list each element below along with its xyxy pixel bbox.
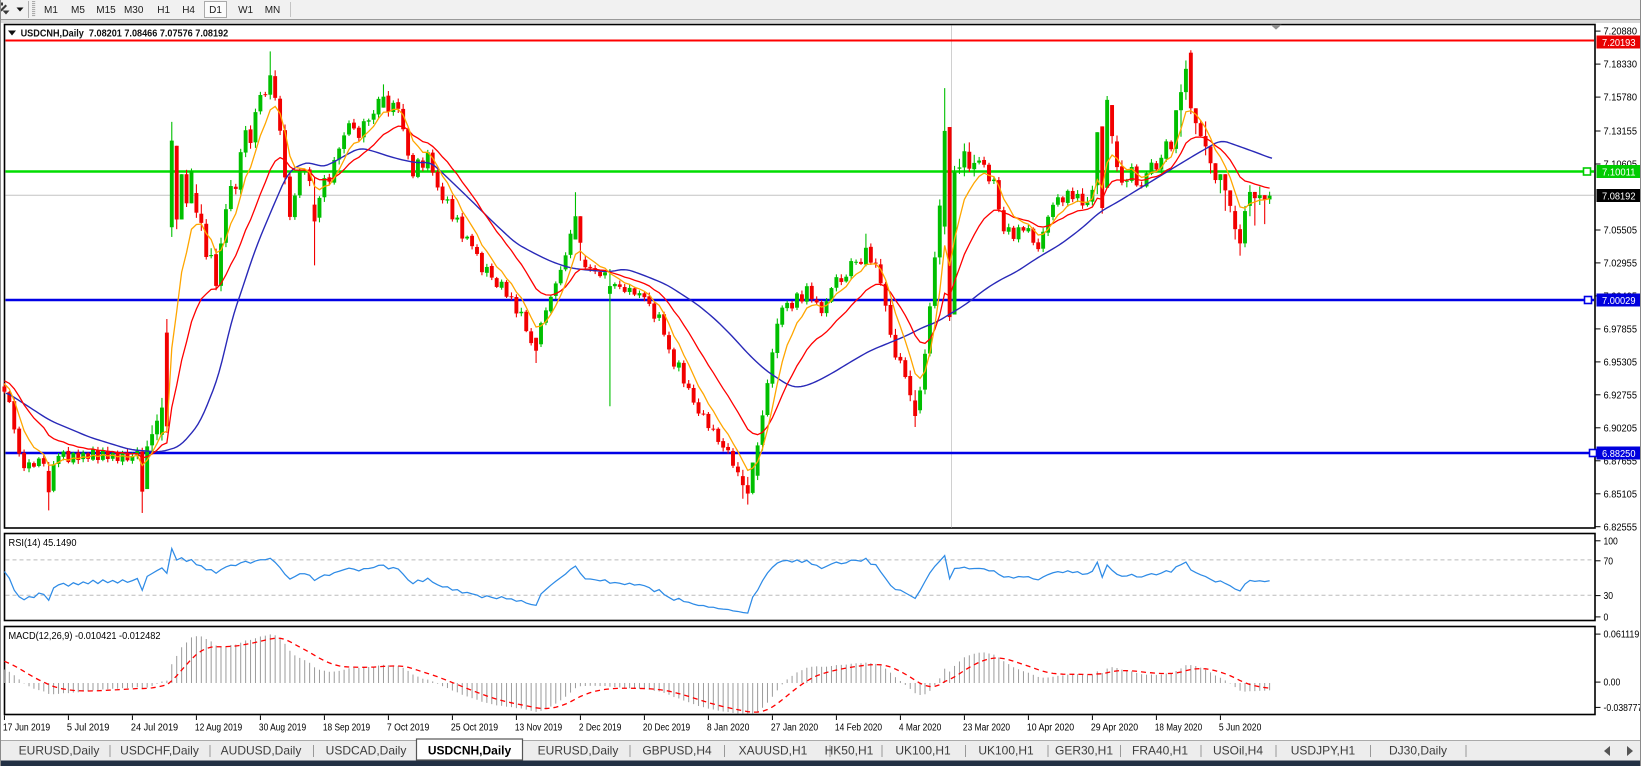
svg-text:7.13155: 7.13155 <box>1604 127 1638 138</box>
svg-text:6.95305: 6.95305 <box>1604 358 1638 369</box>
svg-text:USDCNH,Daily: USDCNH,Daily <box>428 744 512 758</box>
svg-text:7.15780: 7.15780 <box>1604 93 1638 104</box>
svg-text:4 Mar 2020: 4 Mar 2020 <box>899 723 942 734</box>
svg-text:XAUUSD,H1: XAUUSD,H1 <box>739 744 808 758</box>
svg-text:EURUSD,Daily: EURUSD,Daily <box>19 744 100 758</box>
svg-text:6.90205: 6.90205 <box>1604 423 1638 434</box>
svg-text:6.82555: 6.82555 <box>1604 522 1638 533</box>
svg-text:0.061119: 0.061119 <box>1604 630 1640 641</box>
svg-text:7.02955: 7.02955 <box>1604 259 1638 270</box>
svg-text:7.18330: 7.18330 <box>1604 60 1638 71</box>
svg-text:8 Jan 2020: 8 Jan 2020 <box>707 723 750 734</box>
svg-text:FRA40,H1: FRA40,H1 <box>1132 744 1188 758</box>
svg-text:14 Feb 2020: 14 Feb 2020 <box>835 723 883 734</box>
svg-text:MACD(12,26,9) -0.010421 -0.012: MACD(12,26,9) -0.010421 -0.012482 <box>9 631 161 642</box>
svg-text:30: 30 <box>1604 591 1614 602</box>
svg-text:USDCHF,Daily: USDCHF,Daily <box>120 744 199 758</box>
svg-text:100: 100 <box>1604 536 1619 547</box>
svg-text:23 Mar 2020: 23 Mar 2020 <box>963 723 1011 734</box>
svg-text:17 Jun 2019: 17 Jun 2019 <box>3 723 50 734</box>
svg-text:7.20880: 7.20880 <box>1604 27 1638 38</box>
svg-text:0: 0 <box>1604 613 1609 624</box>
svg-text:30 Aug 2019: 30 Aug 2019 <box>259 723 306 734</box>
svg-text:7.05505: 7.05505 <box>1604 226 1638 237</box>
svg-text:USDJPY,H1: USDJPY,H1 <box>1291 744 1356 758</box>
svg-text:7.00029: 7.00029 <box>1602 296 1636 307</box>
svg-text:HK50,H1: HK50,H1 <box>825 744 874 758</box>
svg-text:MN: MN <box>265 5 281 16</box>
svg-text:6.87655: 6.87655 <box>1604 456 1638 467</box>
svg-text:70: 70 <box>1604 556 1614 567</box>
svg-text:29 Apr 2020: 29 Apr 2020 <box>1091 723 1139 734</box>
svg-text:UK100,H1: UK100,H1 <box>978 744 1034 758</box>
svg-text:13 Nov 2019: 13 Nov 2019 <box>515 723 562 734</box>
svg-text:USDCNH,Daily 7.08201 7.08466: USDCNH,Daily 7.08201 7.08466 7.07576 7.0… <box>21 28 229 39</box>
svg-text:-0.038777: -0.038777 <box>1604 703 1641 714</box>
svg-text:AUDUSD,Daily: AUDUSD,Daily <box>221 744 302 758</box>
svg-text:H1: H1 <box>157 5 170 16</box>
svg-text:0.00: 0.00 <box>1604 678 1621 689</box>
svg-text:GER30,H1: GER30,H1 <box>1055 744 1113 758</box>
svg-text:18 May 2020: 18 May 2020 <box>1155 723 1203 734</box>
svg-text:27 Jan 2020: 27 Jan 2020 <box>771 723 819 734</box>
svg-text:12 Aug 2019: 12 Aug 2019 <box>195 723 242 734</box>
svg-text:2 Dec 2019: 2 Dec 2019 <box>579 723 621 734</box>
svg-text:H4: H4 <box>182 5 195 16</box>
svg-text:GBPUSD,H4: GBPUSD,H4 <box>642 744 712 758</box>
svg-text:6.92755: 6.92755 <box>1604 390 1638 401</box>
svg-text:18 Sep 2019: 18 Sep 2019 <box>323 723 370 734</box>
svg-text:EURUSD,Daily: EURUSD,Daily <box>538 744 619 758</box>
svg-text:5 Jul 2019: 5 Jul 2019 <box>67 723 109 734</box>
svg-text:7.20193: 7.20193 <box>1602 38 1636 49</box>
svg-text:5 Jun 2020: 5 Jun 2020 <box>1219 723 1262 734</box>
svg-text:6.85105: 6.85105 <box>1604 489 1638 500</box>
svg-text:M15: M15 <box>96 5 116 16</box>
svg-text:DJ30,Daily: DJ30,Daily <box>1389 744 1447 758</box>
svg-text:20 Dec 2019: 20 Dec 2019 <box>643 723 690 734</box>
svg-text:7 Oct 2019: 7 Oct 2019 <box>387 723 429 734</box>
svg-text:UK100,H1: UK100,H1 <box>895 744 951 758</box>
svg-text:USOil,H4: USOil,H4 <box>1213 744 1263 758</box>
svg-text:M5: M5 <box>71 5 85 16</box>
svg-text:6.97855: 6.97855 <box>1604 325 1638 336</box>
svg-text:RSI(14) 45.1490: RSI(14) 45.1490 <box>9 538 77 549</box>
svg-text:M1: M1 <box>44 5 58 16</box>
svg-text:W1: W1 <box>238 5 253 16</box>
svg-text:7.08192: 7.08192 <box>1602 191 1636 202</box>
svg-text:10 Apr 2020: 10 Apr 2020 <box>1027 723 1075 734</box>
svg-text:24 Jul 2019: 24 Jul 2019 <box>131 723 178 734</box>
svg-text:D1: D1 <box>209 5 222 16</box>
svg-text:USDCAD,Daily: USDCAD,Daily <box>326 744 407 758</box>
svg-text:7.10011: 7.10011 <box>1602 167 1636 178</box>
svg-text:6.88250: 6.88250 <box>1602 449 1636 460</box>
svg-text:25 Oct 2019: 25 Oct 2019 <box>451 723 498 734</box>
svg-text:M30: M30 <box>124 5 144 16</box>
